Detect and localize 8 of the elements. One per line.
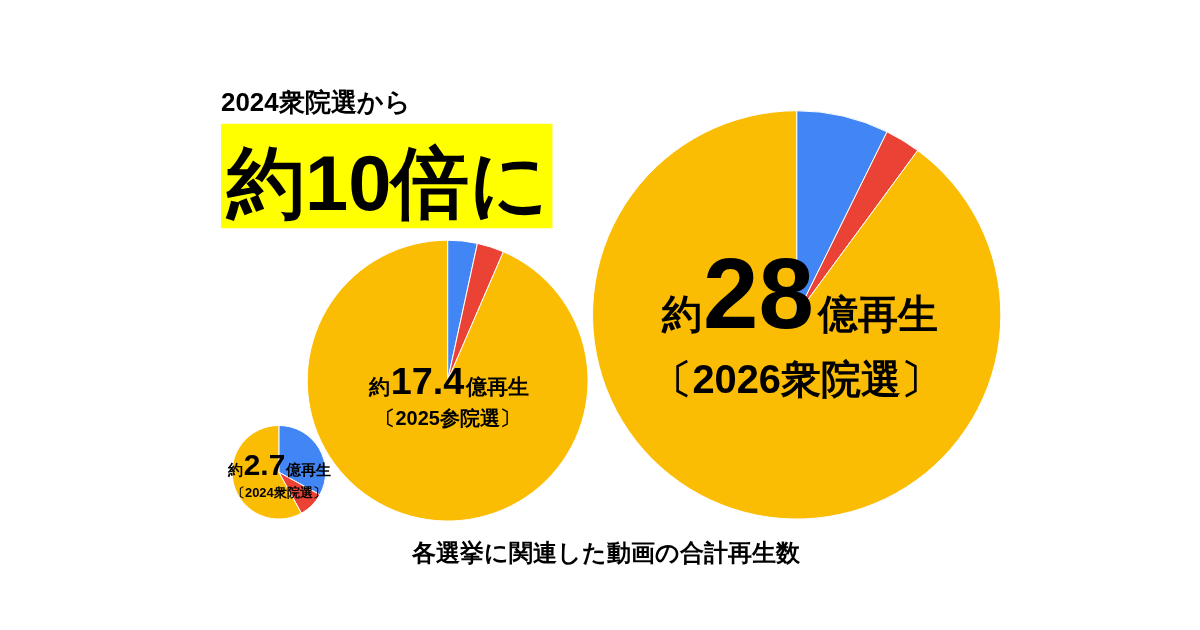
text: 約10倍に	[225, 140, 550, 227]
pie-slice	[592, 110, 1002, 520]
text: 各選挙に関連した動画の合計再生数	[411, 538, 802, 566]
text: 〔2025参院選〕	[375, 407, 520, 430]
text: 2024衆院選から	[221, 87, 411, 116]
text: 〔2026衆院選〕	[652, 356, 941, 401]
text: 約17.4億再生	[367, 359, 529, 402]
text: 約28億再生	[660, 237, 938, 349]
